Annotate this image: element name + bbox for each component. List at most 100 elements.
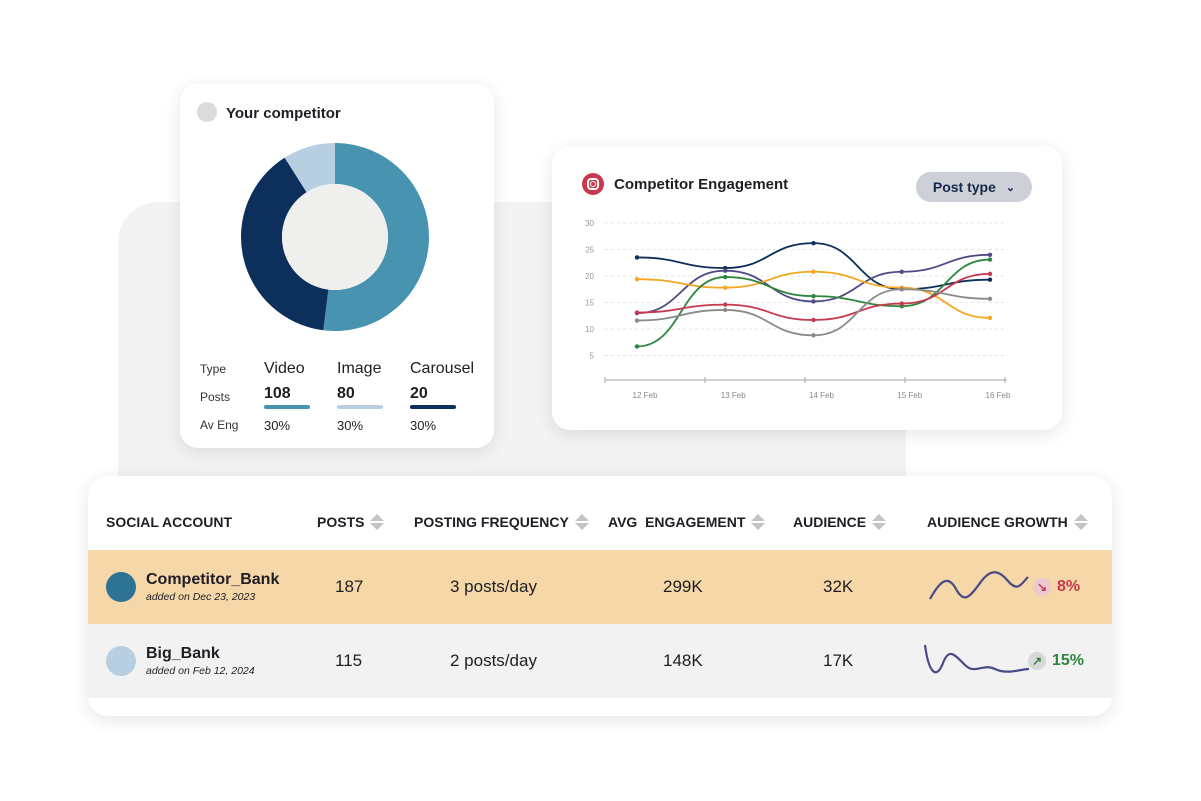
table-header: SOCIAL ACCOUNT POSTS POSTING FREQUENCY A… — [88, 514, 1112, 534]
y-tick-label: 15 — [585, 299, 594, 308]
growth-value: ↗ 15% — [1028, 624, 1084, 698]
data-point — [723, 274, 728, 280]
added-date: added on Feb 12, 2024 — [146, 665, 255, 677]
competitor-avatar — [197, 102, 217, 122]
y-tick-label: 10 — [585, 325, 594, 334]
card-title: Your competitor — [226, 105, 341, 122]
data-point — [811, 240, 816, 246]
donut-slice-video — [323, 143, 430, 331]
sort-icon — [872, 514, 887, 530]
accounts-table: SOCIAL ACCOUNT POSTS POSTING FREQUENCY A… — [88, 476, 1112, 716]
audience-cell: 32K — [823, 577, 854, 596]
data-point — [723, 302, 728, 307]
x-tick-label: 16 Feb — [986, 391, 1011, 400]
legend-posts: 108 — [264, 385, 291, 402]
posts-label: Posts — [200, 390, 231, 404]
legend-aveng: 30% — [337, 417, 364, 433]
arrow-down-right-icon: ↘ — [1033, 578, 1051, 596]
sort-icon — [1073, 514, 1088, 530]
data-point — [987, 315, 993, 321]
account-name[interactable]: Competitor_Bank — [146, 571, 280, 588]
chevron-down-icon: ⌄ — [1005, 181, 1016, 194]
header-posting-frequency[interactable]: POSTING FREQUENCY — [414, 514, 589, 530]
legend-bar — [264, 405, 310, 409]
header-audience[interactable]: AUDIENCE — [793, 514, 887, 530]
series-line-1 — [636, 253, 991, 314]
type-label: Type — [200, 362, 227, 376]
data-point — [987, 277, 993, 282]
account-avatar — [106, 572, 136, 602]
growth-value: ↘ 8% — [1033, 550, 1080, 624]
legend-aveng: 30% — [264, 417, 291, 433]
engagement-cell: 299K — [663, 577, 703, 596]
growth-sparkline — [928, 550, 1038, 624]
data-point — [634, 318, 640, 323]
engagement-chart-card: Competitor Engagement 5 10 15 20 25 30 12 Feb 1… — [552, 146, 1062, 430]
data-point — [987, 296, 993, 301]
dropdown-label: Post type — [932, 179, 996, 195]
account-name[interactable]: Big_Bank — [146, 645, 220, 662]
header-posts[interactable]: POSTS — [317, 514, 385, 530]
y-tick-label: 5 — [590, 352, 595, 361]
data-point — [634, 255, 640, 260]
header-avg-engagement[interactable]: AVG ENGAGEMENT — [608, 514, 766, 530]
frequency-cell: 2 posts/day — [450, 651, 537, 670]
donut-chart — [241, 143, 430, 331]
data-point — [987, 257, 993, 262]
frequency-cell: 3 posts/day — [450, 577, 537, 596]
audience-cell: 17K — [823, 651, 854, 670]
legend-posts: 80 — [337, 385, 355, 402]
data-point — [899, 269, 904, 274]
x-tick-label: 12 Feb — [633, 391, 658, 400]
y-tick-label: 20 — [585, 272, 594, 281]
sort-icon — [370, 514, 385, 530]
data-point — [634, 344, 640, 349]
added-date: added on Dec 23, 2023 — [146, 591, 256, 603]
aveng-label: Av Eng — [200, 418, 239, 432]
data-point — [987, 252, 993, 257]
line-chart: 5 10 15 20 25 30 12 Feb 13 Feb 14 Feb 15 Feb 16 Fe… — [585, 219, 1011, 400]
legend-bar — [410, 405, 456, 409]
legend-aveng: 30% — [410, 417, 437, 433]
instagram-icon — [582, 173, 604, 195]
data-point — [634, 276, 640, 282]
data-point — [811, 299, 816, 304]
data-point — [723, 285, 728, 290]
post-type-dropdown[interactable]: Post type ⌄ — [916, 172, 1032, 202]
data-point — [899, 287, 904, 292]
sort-icon — [574, 514, 589, 530]
data-point — [899, 301, 904, 306]
arrow-up-right-icon: ↗ — [1028, 652, 1046, 670]
data-point — [811, 293, 816, 299]
donut-slice-image — [284, 143, 335, 193]
x-tick-label: 15 Feb — [897, 391, 922, 400]
data-point — [987, 271, 993, 277]
x-tick-label: 14 Feb — [809, 391, 834, 400]
data-point — [811, 333, 816, 338]
data-point — [634, 310, 640, 315]
donut-hole — [282, 184, 388, 290]
header-audience-growth[interactable]: AUDIENCE GROWTH — [927, 514, 1088, 530]
donut-legend: Type Video Image Carousel Posts 108 80 2… — [200, 356, 490, 438]
data-point — [723, 268, 728, 273]
legend-bar — [337, 405, 383, 409]
legend-posts: 20 — [410, 385, 428, 402]
posts-cell: 115 — [335, 651, 363, 670]
legend-type: Carousel — [410, 360, 475, 377]
card-title: Competitor Engagement — [614, 176, 789, 193]
sort-icon — [751, 514, 766, 530]
header-social-account[interactable]: SOCIAL ACCOUNT — [106, 514, 232, 530]
donut-slice-carousel — [241, 157, 329, 331]
data-point — [811, 317, 816, 323]
growth-sparkline — [923, 624, 1033, 698]
posts-cell: 187 — [335, 577, 364, 596]
x-tick-label: 13 Feb — [721, 391, 746, 400]
y-tick-label: 25 — [585, 246, 594, 255]
data-point — [723, 307, 728, 313]
account-avatar — [106, 646, 136, 676]
engagement-cell: 148K — [663, 651, 703, 670]
